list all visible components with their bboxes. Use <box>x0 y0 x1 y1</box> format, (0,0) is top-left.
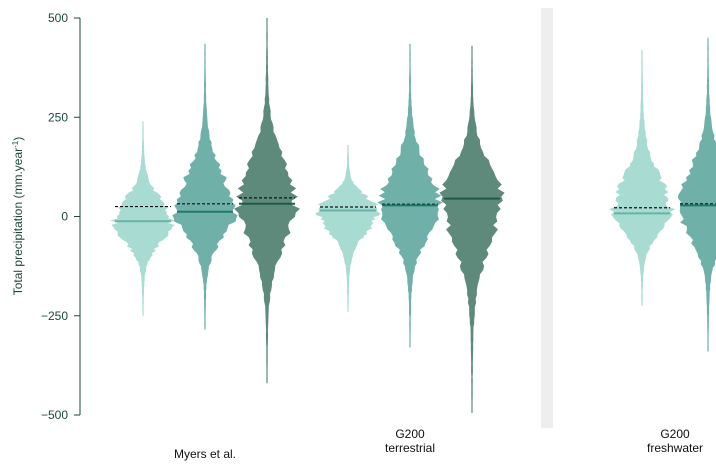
y-tick-label: −500 <box>41 408 68 422</box>
violin-myers-dark <box>234 18 300 384</box>
group-label-myers: Myers et al. <box>174 447 236 461</box>
y-tick-label: 0 <box>61 210 68 224</box>
violin-freshwater-medium <box>677 37 716 352</box>
y-tick-label: 500 <box>48 11 68 25</box>
group-labels: Myers et al.G200terrestrialG200freshwate… <box>174 427 703 461</box>
violin-freshwater-light <box>608 49 676 306</box>
violins <box>110 18 716 414</box>
y-tick-label: 250 <box>48 110 68 124</box>
violin-myers-medium <box>172 43 238 330</box>
group-label-terrestrial: G200 <box>395 427 425 441</box>
y-axis: 500 250 0 −250 −500 <box>41 11 81 422</box>
y-axis-title-superscript: -1 <box>11 140 20 148</box>
y-tick-label: −250 <box>41 309 68 323</box>
group-label-terrestrial: terrestrial <box>385 441 435 455</box>
violin-terrestrial-dark <box>439 45 505 414</box>
group-label-freshwater: freshwater <box>647 441 703 455</box>
violin-terrestrial-medium <box>377 43 443 348</box>
violin-myers-light <box>110 121 176 316</box>
y-axis-title: Total precipitation (mm.year-1) <box>11 137 26 296</box>
background-layer <box>541 8 553 428</box>
violin-terrestrial-light <box>315 145 381 312</box>
group-label-freshwater: G200 <box>660 427 690 441</box>
group-separator <box>541 8 553 428</box>
y-axis-title-close: ) <box>11 137 25 141</box>
y-axis-title-main: Total precipitation (mm.year <box>11 148 25 295</box>
